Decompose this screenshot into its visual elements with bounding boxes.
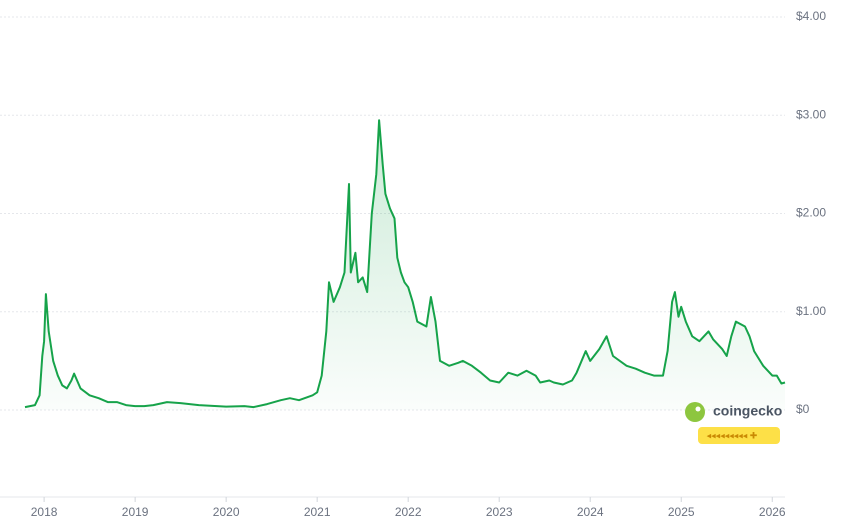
price-line	[24, 119, 786, 409]
badge	[698, 427, 780, 444]
y-tick-label: $0	[796, 402, 810, 416]
x-tick-label: 2024	[577, 505, 604, 519]
price-area	[25, 120, 785, 410]
x-tick-label: 2025	[668, 505, 695, 519]
y-tick-label: $2.00	[796, 206, 826, 220]
y-tick-label: $1.00	[796, 304, 826, 318]
y-tick-label: $4.00	[796, 9, 826, 23]
logo-eye	[695, 406, 701, 412]
watermark: coingecko ◂◂◂◂◂◂◂◂◂ ✚	[685, 402, 782, 444]
x-tick-label: 2023	[486, 505, 513, 519]
x-tick-label: 2022	[395, 505, 422, 519]
badge-arrows: ◂◂◂◂◂◂◂◂◂ ✚	[707, 430, 758, 440]
x-tick-label: 2020	[213, 505, 240, 519]
x-tick-label: 2026	[759, 505, 786, 519]
logo	[685, 402, 705, 422]
x-tick-label: 2019	[122, 505, 149, 519]
y-tick-label: $3.00	[796, 107, 826, 121]
x-tick-label: 2018	[31, 505, 58, 519]
watermark-text: coingecko	[713, 403, 782, 419]
x-tick-label: 2021	[304, 505, 331, 519]
